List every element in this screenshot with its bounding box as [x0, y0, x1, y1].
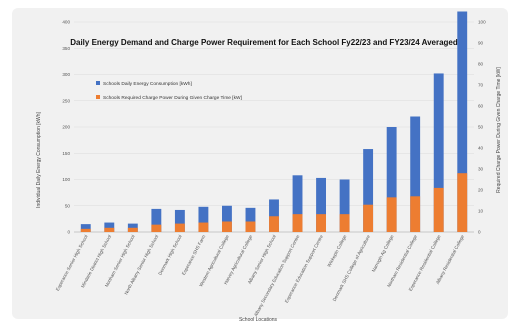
y2-tick-label: 90	[478, 41, 484, 46]
x-tick-label: Albany Residential College	[435, 234, 465, 285]
bar-charge-power	[174, 223, 185, 232]
y2-tick-label: 50	[478, 125, 484, 130]
tick-labels: 0 50 100 150 200 250 300 350 400 0 10 20 30 40 50 60 70 8…	[55, 20, 486, 318]
bar-charge-power	[245, 221, 256, 232]
y-tick-label: 350	[62, 46, 70, 51]
bars	[80, 11, 468, 232]
legend: Schools Daily Energy Consumption [kWh] Sc…	[96, 81, 242, 101]
y2-tick-label: 0	[478, 230, 481, 235]
y-tick-label: 50	[65, 203, 71, 208]
chart-panel	[12, 8, 508, 319]
bar-energy	[80, 224, 91, 232]
bar-charge-power	[433, 187, 444, 232]
bar-charge-power	[292, 214, 303, 232]
bar-charge-power	[151, 224, 162, 232]
bar-charge-power	[269, 216, 279, 232]
y-tick-label: 150	[62, 151, 70, 156]
bar-energy	[245, 207, 256, 232]
bar-charge-power	[457, 173, 468, 232]
y2-tick-label: 80	[478, 62, 484, 67]
bar-charge-power	[104, 227, 115, 232]
bar-energy	[457, 11, 468, 232]
bar-charge-power	[222, 221, 232, 232]
bar-charge-power	[127, 227, 138, 232]
bar-charge-power	[386, 197, 397, 232]
bar-energy	[339, 179, 350, 232]
y-tick-label: 200	[62, 125, 70, 130]
bar-charge-power	[80, 228, 91, 232]
y-tick-label: 250	[62, 98, 70, 103]
bar-charge-power	[316, 214, 326, 232]
bar-energy	[269, 199, 279, 232]
y2-tick-label: 70	[478, 83, 484, 88]
x-tick-label: Wickepin College	[326, 234, 347, 268]
y2-tick-label: 10	[478, 209, 484, 214]
bar-energy	[433, 73, 444, 232]
bar-energy	[316, 177, 326, 232]
chart-title: Daily Energy Demand and Charge Power Req…	[70, 38, 458, 47]
x-tick-label: Esperance SHS Farm	[181, 234, 206, 276]
bar-energy	[410, 116, 421, 232]
bar-energy	[198, 206, 209, 232]
legend-swatch	[96, 95, 100, 99]
bar-charge-power	[410, 196, 421, 232]
bar-energy	[174, 209, 185, 232]
bar-charge-power	[198, 222, 209, 232]
y2-tick-label: 100	[478, 20, 486, 25]
x-tick-label: Denmark High School	[157, 234, 182, 276]
y2-tick-label: 40	[478, 146, 484, 151]
x-axis-label: School Locations	[239, 317, 278, 323]
y2-tick-label: 20	[478, 188, 484, 193]
y-tick-label: 100	[62, 177, 70, 182]
x-tick-label: Albany Secondary Education Support Centr…	[253, 234, 301, 317]
y2-axis-label: Required Charge Power During Given Charg…	[496, 67, 502, 193]
bar-charge-power	[363, 204, 374, 232]
legend-label: Schools Daily Energy Consumption [kWh]	[103, 81, 192, 87]
legend-label: Schools Required Charge Power During Giv…	[103, 95, 242, 101]
x-tick-label: Narrogin Ag College	[371, 234, 395, 273]
y2-tick-label: 30	[478, 167, 484, 172]
y2-tick-label: 60	[478, 104, 484, 109]
bar-energy	[292, 175, 303, 232]
bar-charge-power	[339, 214, 350, 232]
y-tick-label: 400	[62, 20, 70, 25]
bar-energy	[104, 222, 115, 232]
bar-energy	[363, 149, 374, 232]
bar-energy	[386, 127, 397, 232]
y-axis-label: Individual Daily Energy Consumption [kWh…	[36, 111, 42, 207]
y-tick-label: 0	[67, 230, 70, 235]
legend-swatch	[96, 81, 100, 85]
y-tick-label: 300	[62, 72, 70, 77]
bar-energy	[222, 205, 232, 232]
bar-energy	[151, 208, 162, 232]
